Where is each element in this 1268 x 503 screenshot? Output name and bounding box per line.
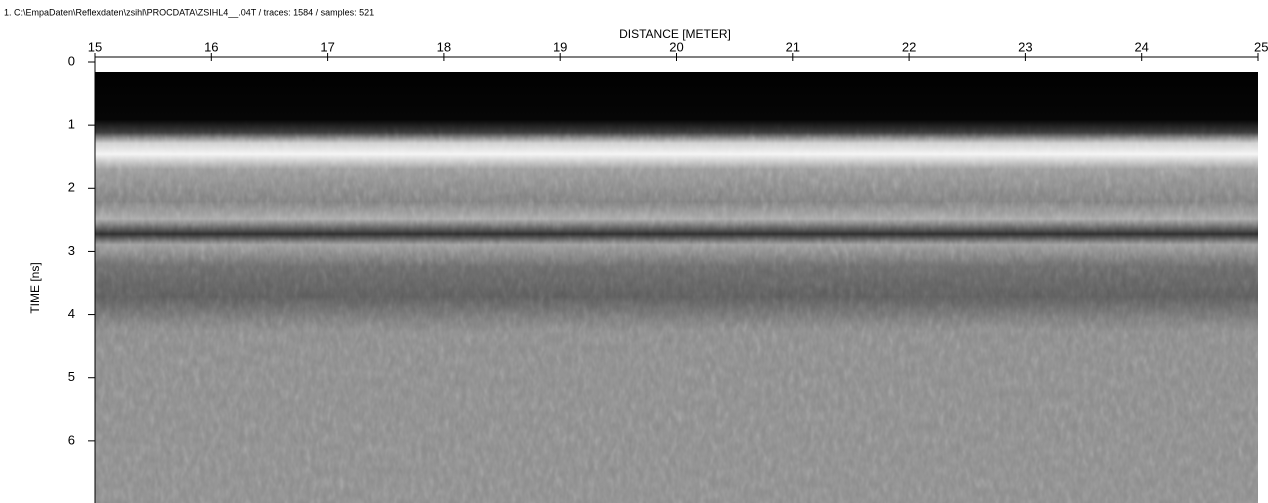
file-header: 1. C:\EmpaDaten\Reflexdaten\zsihl\PROCDA… xyxy=(4,7,374,17)
y-tick-label: 1 xyxy=(68,117,75,132)
x-tick-label: 21 xyxy=(786,39,800,54)
x-tick-label: 22 xyxy=(902,39,916,54)
x-tick-label: 20 xyxy=(669,39,683,54)
x-tick-label: 18 xyxy=(437,39,451,54)
y-axis-title: TIME [ns] xyxy=(28,262,42,313)
y-tick-label: 2 xyxy=(68,180,75,195)
x-tick-label: 24 xyxy=(1134,39,1148,54)
x-tick-label: 17 xyxy=(320,39,334,54)
x-tick-label: 16 xyxy=(204,39,218,54)
y-tick-label: 0 xyxy=(68,53,75,68)
y-tick-label: 5 xyxy=(68,369,75,384)
x-tick-label: 23 xyxy=(1018,39,1032,54)
x-tick-label: 15 xyxy=(88,39,102,54)
y-tick-label: 3 xyxy=(68,243,75,258)
y-tick-label: 6 xyxy=(68,432,75,447)
x-tick-label: 19 xyxy=(553,39,567,54)
y-tick-label: 4 xyxy=(68,306,75,321)
x-axis-title: DISTANCE [METER] xyxy=(619,27,731,41)
x-tick-label: 25 xyxy=(1254,39,1268,54)
radargram-texture xyxy=(95,72,1258,503)
